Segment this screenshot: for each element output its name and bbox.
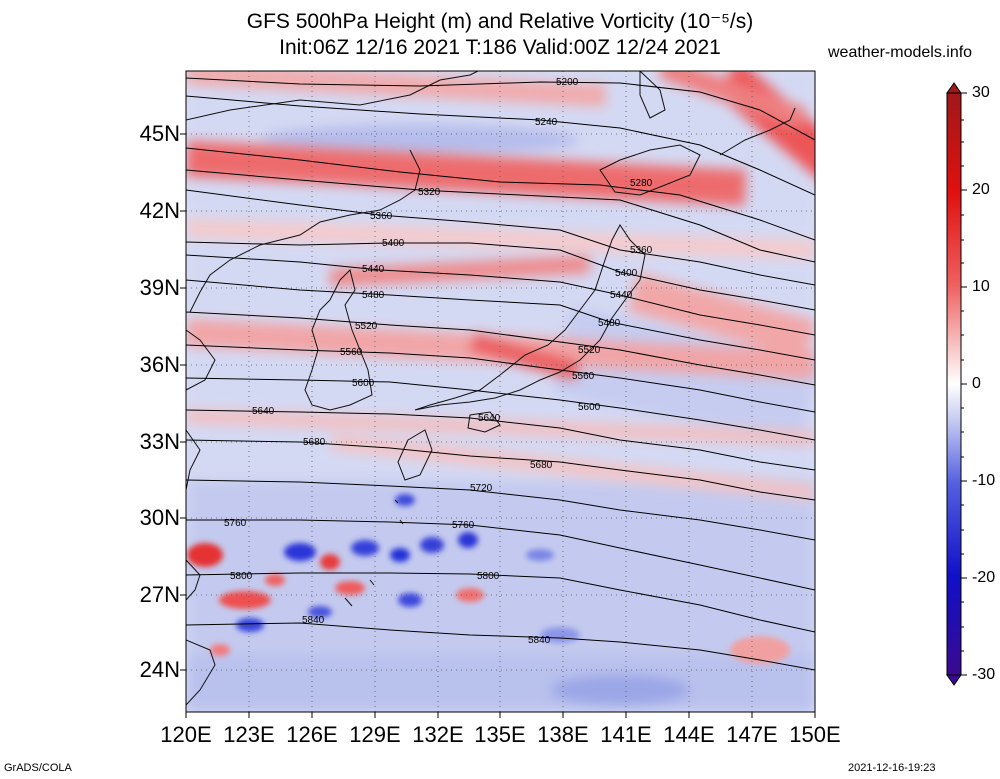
colorbar-label: 0 xyxy=(972,375,981,392)
lon-label: 132E xyxy=(412,722,464,747)
contour-label: 5760 xyxy=(224,518,247,529)
contour-label: 5600 xyxy=(578,402,601,413)
colorbar xyxy=(946,82,967,686)
contour-label: 5360 xyxy=(630,245,653,256)
footer-timestamp: 2021-12-16-19:23 xyxy=(848,762,936,774)
lon-label: 129E xyxy=(349,722,401,747)
contour-label: 5840 xyxy=(302,615,325,626)
lat-label: 45N xyxy=(139,121,180,146)
map-title: GFS 500hPa Height (m) and Relative Vorti… xyxy=(246,10,754,33)
lat-label: 36N xyxy=(139,352,180,377)
map-subtitle: Init:06Z 12/16 2021 T:186 Valid:00Z 12/2… xyxy=(279,36,721,59)
contour-label: 5240 xyxy=(535,117,558,128)
contour-label: 5480 xyxy=(598,318,621,329)
footer-credit: GrADS/COLA xyxy=(4,762,72,774)
contour-label: 5360 xyxy=(370,211,393,222)
lat-label: 33N xyxy=(139,429,180,454)
lon-label: 147E xyxy=(726,722,778,747)
contour-label: 5720 xyxy=(470,483,493,494)
colorbar-label: -30 xyxy=(972,666,996,683)
colorbar-label: -20 xyxy=(972,569,996,586)
lon-label: 126E xyxy=(286,722,338,747)
lat-label: 30N xyxy=(139,505,180,530)
contour-label: 5400 xyxy=(615,268,638,279)
colorbar-label: 20 xyxy=(972,181,990,198)
lon-label: 135E xyxy=(474,722,526,747)
lon-label: 150E xyxy=(789,722,841,747)
colorbar-label: 30 xyxy=(972,84,990,101)
contour-label: 5400 xyxy=(382,238,405,249)
colorbar-label: -10 xyxy=(972,472,996,489)
lat-label: 42N xyxy=(139,198,180,223)
contour-label: 5520 xyxy=(578,345,601,356)
lat-label: 39N xyxy=(139,275,180,300)
contour-label: 5600 xyxy=(352,378,375,389)
site-label: weather-models.info xyxy=(828,44,973,61)
contour-label: 5560 xyxy=(572,371,595,382)
contour-label: 5320 xyxy=(418,187,441,198)
contour-label: 5800 xyxy=(477,571,500,582)
contour-label: 5680 xyxy=(303,437,326,448)
contour-label: 5480 xyxy=(362,290,385,301)
contour-label: 5280 xyxy=(630,178,653,189)
lon-label: 120E xyxy=(160,722,212,747)
contour-label: 5800 xyxy=(230,571,253,582)
contour-label: 5640 xyxy=(478,413,501,424)
lon-label: 123E xyxy=(223,722,275,747)
contour-label: 5840 xyxy=(528,635,551,646)
contour-label: 5200 xyxy=(556,77,579,88)
contour-label: 5760 xyxy=(452,520,475,531)
contour-label: 5440 xyxy=(362,264,385,275)
lon-label: 144E xyxy=(663,722,715,747)
contour-label: 5640 xyxy=(252,406,275,417)
contour-label: 5520 xyxy=(355,321,378,332)
contour-label: 5560 xyxy=(340,347,363,358)
contour-label: 5440 xyxy=(610,290,633,301)
colorbar-label: 10 xyxy=(972,278,990,295)
lat-label: 24N xyxy=(139,657,180,682)
lat-label: 27N xyxy=(139,582,180,607)
lon-label: 138E xyxy=(537,722,589,747)
contour-label: 5680 xyxy=(530,460,553,471)
lon-label: 141E xyxy=(600,722,652,747)
